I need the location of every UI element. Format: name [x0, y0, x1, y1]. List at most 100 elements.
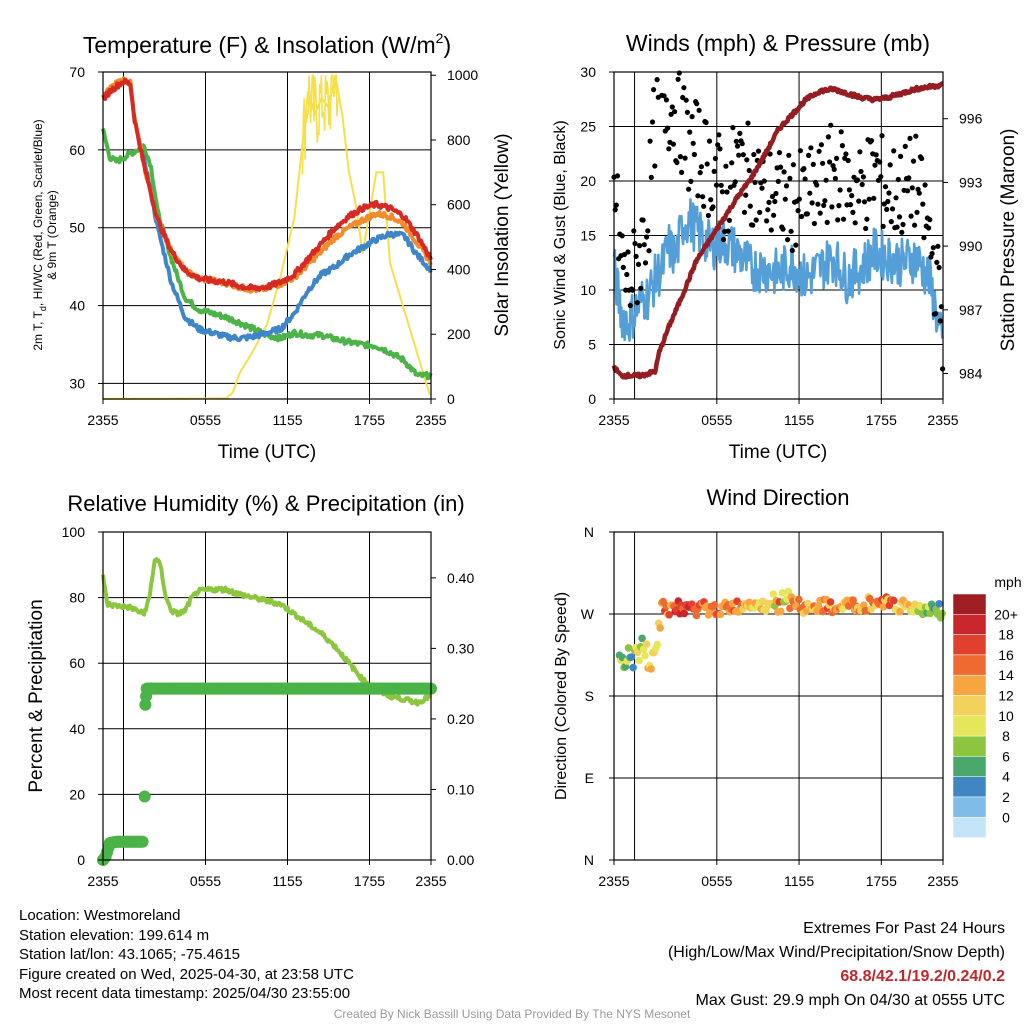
- humidity-ylabel: Percent & Precipitation: [26, 599, 47, 792]
- extremes-values: 68.8/42.1/19.2/0.24/0.2: [840, 968, 1005, 985]
- wind-x-ticks: 2355 0555 1155 1755 2355: [598, 399, 959, 428]
- legend-label: 2: [1002, 789, 1010, 805]
- gust-point: [648, 174, 654, 180]
- wind-panel-title: Winds (mph) & Pressure (mb): [626, 30, 930, 56]
- direction-grid: [614, 532, 943, 860]
- gust-point: [663, 97, 670, 103]
- gust-point: [839, 143, 846, 149]
- gust-point: [829, 204, 835, 210]
- direction-point: [716, 610, 725, 619]
- direction-point: [641, 651, 649, 660]
- gust-point: [666, 146, 672, 152]
- direction-point: [665, 611, 673, 619]
- gust-point: [866, 196, 872, 202]
- direction-point: [635, 656, 643, 665]
- credit-line: Created By Nick Bassill Using Data Provi…: [333, 1007, 691, 1021]
- gust-point: [824, 219, 830, 225]
- legend-label: 12: [998, 688, 1014, 704]
- x-tick-label: 2355: [87, 873, 118, 889]
- gust-point: [856, 198, 862, 204]
- precipitation-point: [136, 835, 149, 848]
- direction-point: [642, 640, 651, 648]
- gust-point: [706, 138, 713, 144]
- gust-point: [926, 225, 932, 231]
- direction-tick-label: N: [584, 852, 594, 868]
- temperature-panel-title: Temperature (F) & Insolation (W/m2): [83, 30, 451, 58]
- y-tick-label: 25: [580, 119, 596, 135]
- gust-point: [750, 222, 756, 228]
- legend-label: 8: [1002, 728, 1010, 744]
- gust-point: [642, 260, 649, 266]
- gust-point: [747, 203, 753, 209]
- gust-point: [912, 222, 918, 228]
- direction-panel-title: Wind Direction: [706, 485, 849, 510]
- extremes-info: Extremes For Past 24 Hours (High/Low/Max…: [668, 917, 1005, 1013]
- direction-point: [786, 604, 794, 613]
- gust-point: [930, 245, 936, 251]
- gust-point: [694, 101, 700, 107]
- gust-point: [884, 206, 890, 212]
- gust-point: [703, 119, 709, 126]
- legend-label: 10: [998, 708, 1014, 724]
- gust-point: [632, 240, 638, 247]
- temperature-ylabel-line1: 2m T, Td, HI/WC (Red, Green, Scarlet/Blu…: [31, 119, 48, 350]
- direction-point: [849, 596, 857, 604]
- direction-tick-label: N: [584, 524, 594, 540]
- gust-point: [822, 198, 828, 204]
- gust-point: [919, 155, 925, 162]
- humidity-panel: Relative Humidity (%) & Precipitation (i…: [26, 491, 474, 889]
- gust-point: [934, 259, 940, 265]
- gust-point: [858, 168, 864, 175]
- x-tick-label: 2355: [415, 412, 446, 428]
- x-tick-label: 2355: [598, 873, 629, 889]
- gust-point: [834, 155, 840, 161]
- gust-point: [790, 162, 797, 168]
- legend-label: 6: [1002, 748, 1010, 764]
- gust-point: [889, 206, 896, 212]
- gust-point: [696, 107, 702, 113]
- legend-swatch: [952, 735, 987, 757]
- temperature-series: [101, 73, 433, 400]
- gust-point: [913, 133, 919, 139]
- gust-point: [690, 140, 696, 146]
- gust-point: [815, 201, 821, 207]
- gust-point: [744, 157, 750, 163]
- gust-point: [937, 318, 943, 324]
- gust-point: [757, 209, 763, 215]
- gust-point: [724, 189, 730, 195]
- gust-point: [625, 249, 631, 255]
- gust-point: [674, 159, 680, 166]
- legend-swatch: [952, 756, 987, 777]
- legend-label: 18: [998, 627, 1014, 643]
- y-tick-label: 50: [69, 220, 85, 236]
- gust-point: [864, 216, 870, 222]
- gust-point: [743, 192, 749, 198]
- gust-point: [806, 152, 812, 158]
- gust-point: [729, 160, 735, 166]
- gust-point: [689, 114, 695, 120]
- temperature-left-ticks: 30 40 50 60 70: [69, 64, 103, 391]
- temperature-x-ticks: 2355 0555 1155 1755 2355: [87, 399, 447, 428]
- gust-point: [737, 130, 743, 136]
- direction-point: [938, 609, 946, 618]
- legend-label: 4: [1002, 769, 1010, 785]
- x-tick-label: 1155: [784, 873, 814, 889]
- gust-point: [730, 125, 736, 131]
- y-tick-label: 0: [588, 391, 596, 407]
- gust-point: [695, 193, 701, 199]
- wind-series: [611, 70, 946, 380]
- gust-point: [680, 94, 686, 101]
- gust-point: [893, 195, 899, 201]
- gust-point: [771, 212, 777, 218]
- gust-point: [766, 199, 772, 205]
- station-location: Location: Westmoreland: [19, 907, 181, 924]
- x-tick-label: 0555: [190, 412, 221, 428]
- gust-point: [759, 185, 765, 191]
- station-latlon: Station lat/lon: 43.1065; -75.4615: [19, 946, 241, 964]
- y2-tick-label: 0.40: [447, 570, 474, 586]
- legend-label: 16: [998, 647, 1014, 663]
- gust-point: [675, 76, 681, 82]
- gust-point: [872, 162, 878, 168]
- gust-point: [741, 209, 748, 215]
- gust-point: [637, 243, 643, 249]
